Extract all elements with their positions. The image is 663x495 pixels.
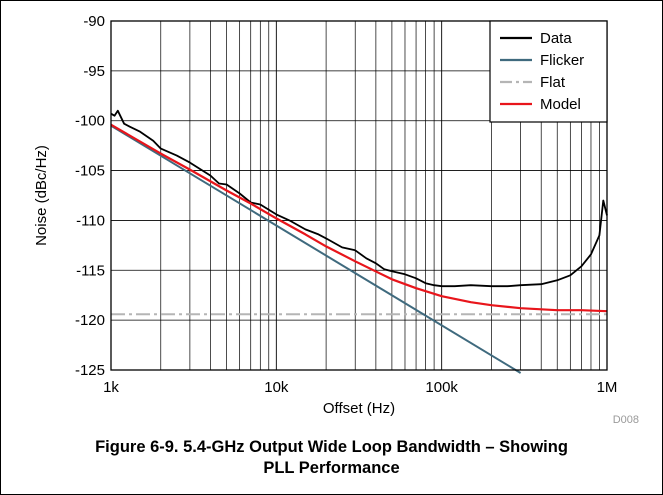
- y-tick-label: -115: [76, 262, 105, 279]
- phase-noise-chart: 1k 10k 100k 1M -90 -95 -100 -105 -110 -115 -120 -1…: [33, 13, 639, 426]
- y-tick-label: -120: [75, 312, 105, 329]
- x-tick-label: 10k: [264, 379, 289, 396]
- y-axis-title: Noise (dBc/Hz): [33, 145, 50, 246]
- series-lines: [110, 109, 608, 374]
- caption-line-1: Figure 6-9. 5.4-GHz Output Wide Loop Ban…: [95, 438, 568, 456]
- caption-line-2: PLL Performance: [263, 459, 400, 477]
- x-axis-title: Offset (Hz): [323, 400, 395, 417]
- y-tick-label: -95: [83, 63, 105, 80]
- legend-label-flicker: Flicker: [540, 52, 584, 69]
- x-tick-labels: 1k 10k 100k 1M: [103, 379, 617, 396]
- y-tick-label: -105: [75, 163, 105, 180]
- y-tick-label: -125: [75, 362, 105, 379]
- figure-caption: Figure 6-9. 5.4-GHz Output Wide Loop Ban…: [1, 437, 662, 479]
- series-line-flicker: [110, 124, 522, 374]
- x-tick-label: 100k: [425, 379, 458, 396]
- figure-code: D008: [613, 414, 639, 426]
- legend-label-data: Data: [540, 30, 572, 47]
- legend-label-model: Model: [540, 96, 581, 113]
- series-line-model: [110, 123, 608, 313]
- plot-frame: [110, 20, 608, 371]
- series-line-data: [110, 109, 608, 288]
- y-tick-label: -110: [76, 212, 105, 229]
- legend-label-flat: Flat: [540, 74, 566, 91]
- x-tick-label: 1M: [597, 379, 618, 396]
- x-tick-label: 1k: [103, 379, 119, 396]
- y-tick-label: -90: [83, 13, 105, 30]
- y-tick-labels: -90 -95 -100 -105 -110 -115 -120 -125: [75, 13, 105, 379]
- y-tick-label: -100: [75, 113, 105, 130]
- legend: Data Flicker Flat Model: [489, 20, 608, 123]
